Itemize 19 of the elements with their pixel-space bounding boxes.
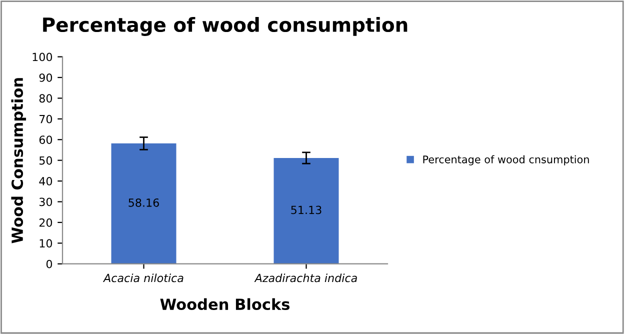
x-tick-label: Azadirachta indica <box>254 274 357 282</box>
y-tick-label: 80 <box>39 94 52 103</box>
y-tick-label: 30 <box>39 198 52 206</box>
y-tick-label: 10 <box>40 239 52 248</box>
x-axis-title: Wooden Blocks <box>160 298 290 310</box>
y-tick-label: 20 <box>39 218 52 227</box>
legend-label: Percentage of wood cnsumption <box>423 155 589 166</box>
data-label: 58.16 <box>128 198 159 207</box>
y-tick-label: 50 <box>39 156 52 165</box>
y-tick-label: 60 <box>39 136 52 144</box>
y-tick-label: 40 <box>39 177 52 186</box>
chart-title: Percentage of wood consumption <box>43 17 408 36</box>
y-tick-label: 0 <box>46 260 52 268</box>
data-label: 51.13 <box>291 206 322 214</box>
x-tick-label: Acacia nilotica <box>102 274 184 282</box>
y-tick-label: 100 <box>32 52 52 62</box>
y-axis-title: Wood Consumption <box>11 78 26 244</box>
y-tick-label: 90 <box>39 73 52 82</box>
y-tick-label: 70 <box>40 114 52 124</box>
